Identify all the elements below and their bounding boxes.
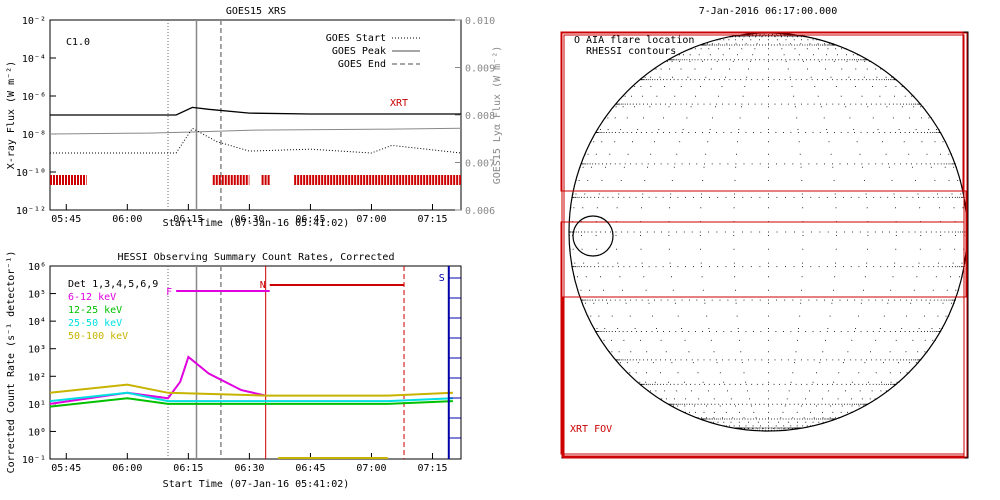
- hessi-panel: HESSI Observing Summary Count Rates, Cor…: [6, 251, 462, 490]
- goes-ytick-label: 10⁻⁶: [22, 92, 46, 103]
- sun-panel: 7-Jan-2016 06:17:00.000 O AIA flare loca…: [560, 6, 969, 459]
- x-tick-label: 06:00: [112, 463, 142, 474]
- goes-rtick-label: 0.008: [465, 111, 495, 122]
- goes-ylabel-right: GOES15 Lyα Flux (W m⁻²): [492, 46, 503, 184]
- goes-series-line: [50, 106, 461, 116]
- xrt-fov-box: [561, 190, 967, 298]
- goes-ytick-label: 10⁻¹²: [16, 206, 46, 217]
- x-tick-label: 05:45: [51, 463, 81, 474]
- hessi-series-line: [49, 391, 453, 403]
- hessi-flags: F N S: [166, 266, 461, 459]
- hessi-legend-25-50: 25-50 keV: [68, 318, 122, 329]
- solar-grid-dots: [569, 34, 968, 431]
- x-tick-label: 05:45: [51, 214, 81, 225]
- x-tick-label: 06:15: [173, 214, 203, 225]
- legend-goes-start: GOES Start: [326, 33, 386, 44]
- goes-rtick-label: 0.010: [465, 16, 495, 27]
- hessi-ytick-label: 10¹: [28, 400, 46, 411]
- goes-right-axis: 0.010 0.009 0.008 0.007 0.006: [455, 16, 495, 217]
- goes-class-label: C1.0: [66, 37, 90, 48]
- xrt-fov-boxes: [560, 31, 968, 459]
- hessi-x-axis: 05:45 06:00 06:15 06:30 06:45 07:00 07:15: [51, 453, 448, 474]
- hessi-y-axis: 10⁶ 10⁵ 10⁴ 10³ 10² 10¹ 10⁰ 10⁻¹: [22, 262, 56, 466]
- legend-goes-end: GOES End: [338, 59, 386, 70]
- x-tick-label: 07:00: [356, 214, 386, 225]
- hessi-legend-50-100: 50-100 keV: [68, 331, 128, 342]
- goes-ytick-label: 10⁻⁸: [22, 130, 46, 141]
- hessi-ytick-label: 10³: [28, 345, 46, 356]
- hessi-legend: Det 1,3,4,5,6,9 6-12 keV 12-25 keV 25-50…: [68, 279, 158, 342]
- x-tick-label: 07:00: [356, 463, 386, 474]
- goes-xlabel: Start Time (07-Jan-16 05:41:02): [163, 218, 350, 229]
- goes-x-axis: 05:45 06:00 06:15 06:30 06:45 07:00 07:15: [51, 204, 448, 225]
- hessi-legend-6-12: 6-12 keV: [68, 292, 116, 303]
- xrt-fov-label: XRT FOV: [570, 424, 612, 435]
- hessi-xlabel: Start Time (07-Jan-16 05:41:02): [163, 479, 350, 490]
- x-tick-label: 06:30: [234, 214, 264, 225]
- hessi-series: [49, 266, 453, 459]
- x-tick-label: 06:45: [295, 214, 325, 225]
- hessi-plot-frame: [49, 265, 462, 460]
- goes-series: [49, 20, 462, 210]
- x-tick-label: 06:15: [173, 463, 203, 474]
- legend-goes-peak: GOES Peak: [332, 46, 386, 57]
- hessi-ytick-label: 10⁻¹: [22, 455, 46, 466]
- hessi-ytick-label: 10⁴: [28, 317, 46, 328]
- flag-s-label: S: [439, 273, 445, 284]
- hessi-ytick-label: 10⁶: [28, 262, 46, 273]
- goes-ytick-label: 10⁻¹⁰: [16, 168, 46, 179]
- x-tick-label: 07:15: [417, 214, 447, 225]
- sun-legend-rhessi: RHESSI contours: [586, 46, 676, 57]
- goes-ytick-label: 10⁻⁴: [22, 54, 46, 65]
- flag-f-label: F: [166, 287, 172, 298]
- hessi-legend-12-25: 12-25 keV: [68, 305, 122, 316]
- x-tick-label: 07:15: [417, 463, 447, 474]
- hessi-series-line: [49, 397, 453, 408]
- goes-series-line: [50, 127, 462, 154]
- goes-panel: GOES15 XRS 10⁻² 10⁻⁴ 10⁻⁶ 10⁻⁸ 10⁻¹⁰ 10⁻¹² 0.…: [6, 6, 503, 229]
- goes-rtick-label: 0.006: [465, 206, 495, 217]
- flag-n-label: N: [260, 280, 266, 291]
- hessi-ytick-label: 10⁵: [28, 290, 46, 301]
- x-tick-label: 06:45: [295, 463, 325, 474]
- xrt-fov-box: [562, 296, 965, 459]
- goes-rtick-label: 0.007: [465, 159, 495, 170]
- hessi-series-line: [49, 383, 453, 397]
- goes-rtick-label: 0.009: [465, 64, 495, 75]
- xrt-fov-box: [563, 34, 965, 457]
- goes-ytick-label: 10⁻²: [22, 16, 46, 27]
- goes-xrt-label: XRT: [390, 98, 408, 109]
- hessi-ytick-label: 10⁰: [28, 427, 46, 438]
- goes-legend: GOES Start GOES Peak GOES End: [326, 33, 420, 70]
- x-tick-label: 06:30: [234, 463, 264, 474]
- hessi-ylabel: Corrected Count Rate (s⁻¹ detector⁻¹): [6, 251, 17, 474]
- goes-ylabel: X-ray Flux (W m⁻²): [6, 61, 17, 169]
- goes-title: GOES15 XRS: [226, 6, 286, 17]
- hessi-title: HESSI Observing Summary Count Rates, Cor…: [118, 252, 395, 263]
- aia-flare-location-marker: [572, 215, 614, 257]
- hessi-ytick-label: 10²: [28, 372, 46, 383]
- sun-title: 7-Jan-2016 06:17:00.000: [699, 6, 837, 17]
- x-tick-label: 06:00: [112, 214, 142, 225]
- solar-disk-grid: [569, 34, 968, 431]
- goes-series-line: [49, 127, 462, 135]
- hessi-legend-det: Det 1,3,4,5,6,9: [68, 279, 158, 290]
- sun-legend-aia: O AIA flare location: [574, 35, 694, 46]
